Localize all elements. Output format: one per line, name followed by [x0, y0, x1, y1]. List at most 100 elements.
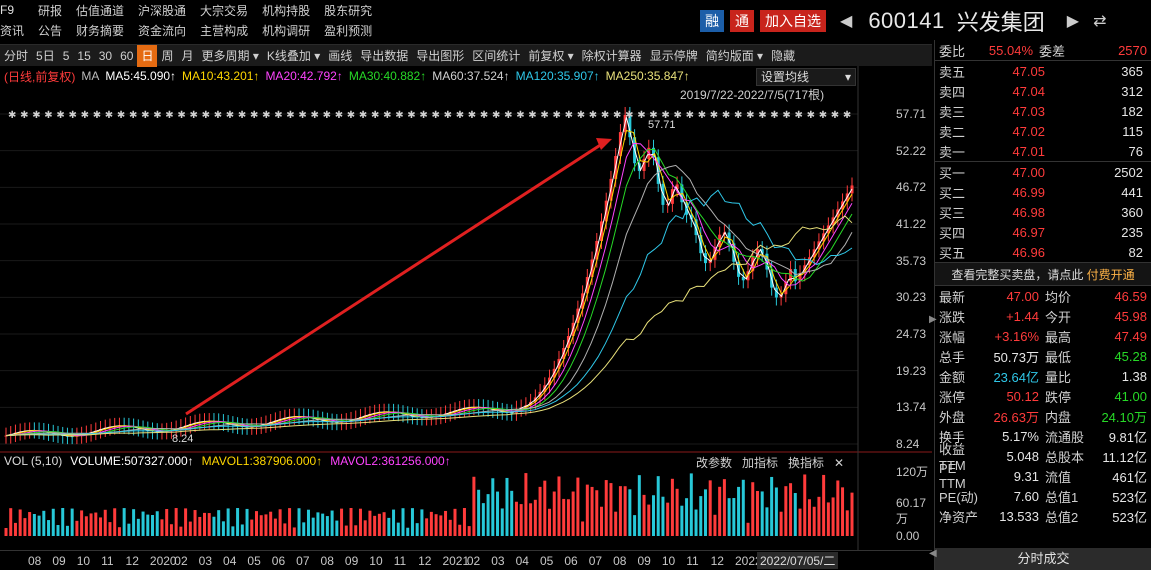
volume-bar — [732, 498, 736, 536]
kline-chart[interactable]: 57.71 8.24 ✱ ✱ ✱ ✱ ✱ ✱ ✱ ✱ ✱ ✱ ✱ ✱ ✱ ✱ ✱ ✱ ✱ ✱ ✱ ✱ ✱ ✱ ✱ ✱ ✱ ✱ ✱ ✱ ✱ ✱ ✱… — [0, 66, 932, 570]
ma120-value: MA120:35.907↑ — [515, 69, 600, 83]
date-tick-23: 07 — [588, 554, 603, 568]
date-tick-20: 04 — [515, 554, 529, 568]
menu-item-2-5[interactable]: 机构调研 — [262, 23, 311, 38]
time-sales-button[interactable]: 分时成交 — [935, 548, 1151, 570]
event-marker-icon: ✱ — [141, 110, 149, 121]
event-marker-icon: ✱ — [831, 110, 839, 121]
margin-badge[interactable]: 融 — [700, 10, 724, 32]
toolbar-item-16[interactable]: 除权计算器 — [581, 48, 642, 63]
toolbar-item-17[interactable]: 显示停牌 — [649, 48, 698, 63]
candle-body — [784, 281, 788, 295]
menu-item-1-5[interactable]: 机构持股 — [262, 3, 311, 18]
event-marker-icon: ✱ — [698, 110, 706, 121]
volume-bar — [113, 508, 117, 536]
low-price-label: 8.24 — [172, 433, 193, 445]
pay-link[interactable]: 付费开通 — [1086, 268, 1135, 282]
toolbar-item-4[interactable]: 30 — [98, 48, 113, 63]
weibi-value: 55.04% — [988, 42, 1033, 58]
toolbar-item-7[interactable]: 周 — [161, 48, 174, 63]
menu-item-2-6[interactable]: 盈利预测 — [324, 23, 373, 38]
menu-item-1-0[interactable]: F9 — [0, 3, 15, 17]
toolbar-item-2[interactable]: 5 — [62, 48, 70, 63]
date-tick-8: 04 — [223, 554, 237, 568]
toolbar-item-15[interactable]: 前复权 ▾ — [528, 48, 574, 63]
menu-item-1-2[interactable]: 估值通道 — [76, 3, 125, 18]
collapse-panel-icon[interactable]: ▶ — [929, 314, 937, 325]
date-tick-28: 12 — [710, 554, 724, 568]
menu-item-2-4[interactable]: 主营构成 — [200, 23, 249, 38]
date-tick-13: 09 — [344, 554, 359, 568]
event-marker-icon: ✱ — [44, 110, 52, 121]
set-ma-dropdown[interactable]: 设置均线 ▾ — [756, 68, 856, 86]
level-price: 46.96 — [1012, 244, 1045, 260]
event-marker-icon: ✱ — [153, 110, 161, 121]
toolbar-item-3[interactable]: 15 — [77, 48, 91, 63]
notice-text: 查看完整买卖盘，请点此 — [951, 268, 1084, 282]
volume-bar — [595, 490, 599, 536]
event-marker-icon: ✱ — [105, 110, 113, 121]
volume-tool-2[interactable]: 换指标 — [788, 456, 825, 470]
volume-tool-1[interactable]: 加指标 — [742, 456, 779, 470]
next-stock-icon[interactable]: ▶ — [1066, 13, 1080, 30]
toolbar-item-8[interactable]: 月 — [181, 48, 194, 63]
add-watchlist-button[interactable]: 加入自选 — [760, 10, 826, 32]
volume-tool-3[interactable]: ✕ — [834, 455, 845, 470]
volume-bar — [273, 518, 277, 536]
volume-bar — [510, 490, 514, 536]
volume-bar — [198, 516, 202, 536]
kline-chart-area[interactable]: 57.71 8.24 ✱ ✱ ✱ ✱ ✱ ✱ ✱ ✱ ✱ ✱ ✱ ✱ ✱ ✱ ✱ ✱ ✱ ✱ ✱ ✱ ✱ ✱ ✱ ✱ ✱ ✱ ✱ ✱ ✱ ✱ ✱… — [0, 66, 932, 570]
scroll-left-icon[interactable]: ◀ — [929, 548, 937, 559]
event-marker-icon: ✱ — [323, 110, 331, 121]
volume-bar — [288, 508, 292, 536]
menu-item-1-1[interactable]: 研报 — [38, 3, 63, 18]
toolbar-item-10[interactable]: K线叠加 ▾ — [266, 48, 321, 63]
ma-label: MA — [81, 69, 100, 83]
volume-bar — [647, 504, 651, 536]
toolbar-item-19[interactable]: 隐藏 — [771, 48, 796, 63]
volume-bar — [70, 508, 74, 536]
orderbook-notice[interactable]: 查看完整买卖盘，请点此 付费开通 — [935, 262, 1151, 286]
candle-body — [760, 249, 764, 254]
connect-badge[interactable]: 通 — [730, 10, 754, 32]
stat-value: 26.63万 — [993, 409, 1039, 425]
volume-bar — [141, 511, 145, 536]
level-price: 46.99 — [1012, 184, 1045, 200]
toolbar-item-5[interactable]: 60 — [120, 48, 134, 63]
toolbar-item-1[interactable]: 5日 — [36, 48, 55, 63]
stat-label: 净资产 — [939, 509, 979, 525]
menu-item-2-0[interactable]: 资讯 — [0, 23, 25, 38]
ma10-line — [5, 129, 853, 437]
menu-item-1-3[interactable]: 沪深股通 — [138, 3, 187, 18]
volume-bar — [789, 483, 793, 536]
toolbar-item-18[interactable]: 简约版面 ▾ — [705, 48, 764, 63]
volume-bar — [505, 477, 509, 536]
toolbar-item-9[interactable]: 更多周期 ▾ — [201, 48, 259, 63]
candle-body — [689, 214, 693, 220]
menu-item-1-4[interactable]: 大宗交易 — [200, 3, 249, 18]
volume-tool-0[interactable]: 改参数 — [696, 456, 733, 470]
toolbar-item-14[interactable]: 区间统计 — [472, 48, 521, 63]
toolbar-item-6[interactable]: 日 — [137, 44, 158, 67]
event-marker-icon: ✱ — [32, 110, 40, 121]
stat-value: +3.16% — [994, 328, 1039, 344]
toolbar-item-11[interactable]: 画线 — [328, 48, 353, 63]
menu-item-2-1[interactable]: 公告 — [38, 23, 63, 38]
prev-stock-icon[interactable]: ◀ — [840, 13, 853, 30]
menu-item-1-6[interactable]: 股东研究 — [324, 3, 373, 18]
menu-item-2-3[interactable]: 资金流向 — [138, 23, 187, 38]
toolbar-item-12[interactable]: 导出数据 — [360, 48, 409, 63]
volume-bar — [42, 510, 46, 536]
volume-bar — [373, 515, 377, 536]
menu-item-2-2[interactable]: 财务摘要 — [76, 23, 125, 38]
volume-bar — [240, 524, 244, 536]
toolbar-item-0[interactable]: 分时 — [4, 48, 29, 63]
toolbar-item-13[interactable]: 导出图形 — [416, 48, 465, 63]
volume-bar — [694, 509, 698, 536]
volume-bar — [363, 520, 367, 536]
volume-bar — [297, 508, 301, 536]
volume-bar — [89, 513, 93, 536]
volume-bar — [765, 507, 769, 536]
switch-icon[interactable]: ⇄ — [1093, 13, 1107, 30]
volume-bar — [151, 515, 155, 536]
